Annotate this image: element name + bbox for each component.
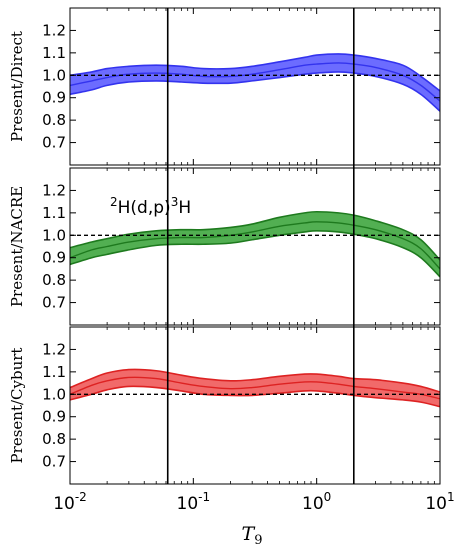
central-value-line (69, 376, 441, 400)
x-tick-label: 10-2 (53, 490, 87, 514)
upper-bound-line (69, 53, 441, 92)
y-axis-label: Present/Cyburt (8, 348, 26, 464)
x-axis: 10-2 10-1 100 101 (53, 490, 454, 514)
y-tick-label: 1.1 (42, 363, 66, 381)
y-tick-label: 1.0 (42, 226, 66, 244)
x-axis-label: T9 (242, 523, 263, 548)
panel-3: 0.7 0.8 0.9 1.0 1.1 1.2 Present/Cyburt (8, 326, 441, 485)
y-tick-label: 0.7 (42, 134, 66, 152)
y-axis-label: Present/NACRE (8, 186, 26, 307)
y-tick-label: 0.8 (42, 271, 66, 289)
lower-bound-line (69, 385, 441, 408)
panels: 0.70.80.91.01.11.2Present/Direct0.70.80.… (8, 7, 441, 485)
lower-bound-line (69, 71, 441, 112)
y-tick-label: 0.8 (42, 111, 66, 129)
x-tick-label: 101 (425, 490, 454, 514)
x-tick-label: 10-1 (177, 490, 211, 514)
panel-frame (69, 167, 441, 326)
y-tick-label: 0.7 (42, 294, 66, 312)
annotation-superscript-1: 2 (110, 195, 118, 209)
y-tick-label: 0.8 (42, 430, 66, 448)
annotation-product: H (178, 198, 191, 218)
y-tick-label: 1.2 (42, 181, 66, 199)
uncertainty-band (70, 53, 440, 112)
y-tick-label: 0.9 (42, 408, 66, 426)
y-tick-label: 0.7 (42, 453, 66, 471)
upper-bound-line (69, 210, 441, 261)
central-value-line (69, 62, 441, 102)
y-tick-label: 0.9 (42, 89, 66, 107)
uncertainty-band (70, 369, 440, 407)
x-tick-label: 100 (302, 490, 331, 514)
y-tick-label: 1.2 (42, 21, 66, 39)
annotation-superscript-2: 3 (171, 195, 179, 209)
annotation-reaction: H(d,p) (118, 198, 171, 218)
y-tick-label: 1.2 (42, 340, 66, 358)
panel-frame (69, 326, 441, 485)
vertical-markers (166, 8, 355, 484)
y-tick-label: 1.1 (42, 44, 66, 62)
upper-bound-line (69, 368, 441, 393)
y-axis-label: Present/Direct (8, 31, 26, 142)
y-tick-label: 1.0 (42, 66, 66, 84)
panel-1: 0.7 0.8 0.9 1.0 1.1 1.2 Present/Direct (8, 7, 441, 166)
lower-bound-line (69, 229, 441, 278)
panel-2: 0.7 0.8 0.9 1.0 1.1 1.2 Present/NACRE (8, 167, 441, 326)
uncertainty-band (70, 211, 440, 277)
y-tick-label: 1.1 (42, 204, 66, 222)
panel-frame (69, 7, 441, 166)
central-value-line (69, 221, 441, 270)
y-tick-label: 0.9 (42, 249, 66, 267)
reaction-annotation: 2H(d,p)3H (110, 195, 191, 218)
y-tick-label: 1.0 (42, 385, 66, 403)
